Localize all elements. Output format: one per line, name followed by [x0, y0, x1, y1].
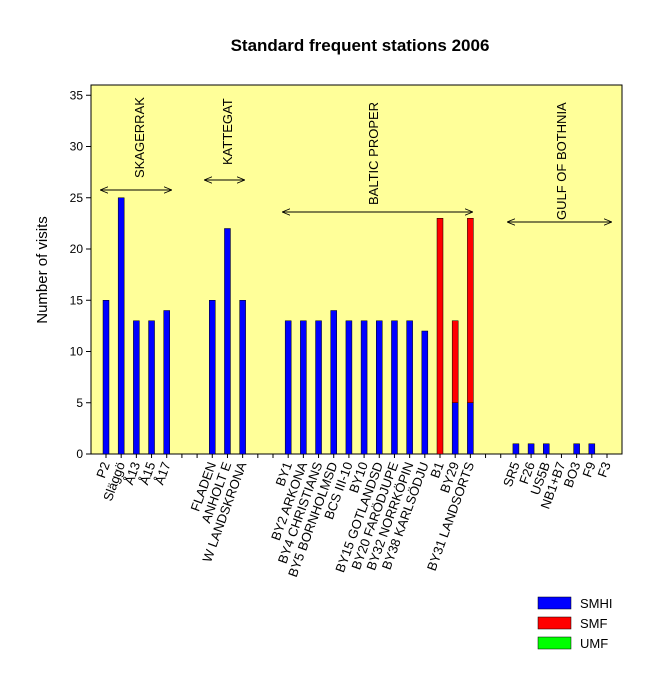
bar-segment [543, 443, 550, 455]
y-tick-label: 0 [76, 447, 83, 461]
chart-title: Standard frequent stations 2006 [231, 36, 490, 55]
bar-segment [239, 300, 246, 455]
bar-segment [133, 320, 140, 455]
bar-segment [436, 218, 444, 455]
bar-segment [467, 402, 474, 455]
bar-segment [330, 310, 337, 455]
bar-segment [406, 320, 413, 455]
bar-segment [421, 330, 429, 455]
bar-segment [284, 320, 292, 455]
bar-segment [588, 443, 596, 455]
legend-swatch [537, 596, 572, 610]
x-tick-label: Å17 [152, 460, 174, 487]
plot-background [90, 84, 623, 455]
bar-segment [224, 228, 231, 455]
bar-segment [573, 443, 580, 455]
bar-segment [451, 402, 459, 455]
bar-segment [163, 310, 170, 455]
bar-segment [391, 320, 398, 455]
bar-segment [467, 218, 474, 403]
legend-label: SMF [580, 616, 608, 631]
bar-segment [376, 320, 383, 455]
x-tick-label: B1 [427, 460, 447, 480]
region-label: GULF OF BOTHNIA [554, 102, 569, 220]
x-tick-label: P2 [93, 460, 113, 480]
x-tick-label: F9 [579, 460, 598, 479]
bar-segment [315, 320, 322, 455]
bar-segment [451, 320, 459, 403]
y-tick-label: 25 [70, 191, 84, 205]
y-tick-label: 30 [70, 140, 84, 154]
bar-segment [360, 320, 368, 455]
legend-swatch [537, 616, 572, 630]
region-label: BALTIC PROPER [366, 102, 381, 205]
y-tick-label: 5 [76, 396, 83, 410]
x-tick-label: F3 [595, 460, 614, 479]
x-tick-label: F26 [516, 460, 538, 486]
bar-segment [512, 443, 520, 455]
bar-segment [102, 300, 110, 455]
y-tick-label: 35 [70, 88, 84, 102]
bar-segment [117, 197, 125, 455]
bar-segment [527, 443, 535, 455]
y-tick-label: 10 [70, 345, 84, 359]
legend-label: UMF [580, 636, 608, 651]
bar-segment [148, 320, 155, 455]
x-tick-label: Å13 [121, 460, 143, 487]
region-label: KATTEGAT [220, 98, 235, 165]
region-label: SKAGERRAK [132, 97, 147, 178]
bar-segment [300, 320, 307, 455]
y-tick-label: 20 [70, 242, 84, 256]
legend-label: SMHI [580, 596, 613, 611]
bar-segment [209, 300, 216, 455]
y-axis-label: Number of visits [34, 216, 51, 324]
y-tick-label: 15 [70, 293, 84, 307]
x-tick-label: Å15 [136, 460, 158, 487]
legend-swatch [537, 636, 572, 650]
bar-segment [345, 320, 353, 455]
